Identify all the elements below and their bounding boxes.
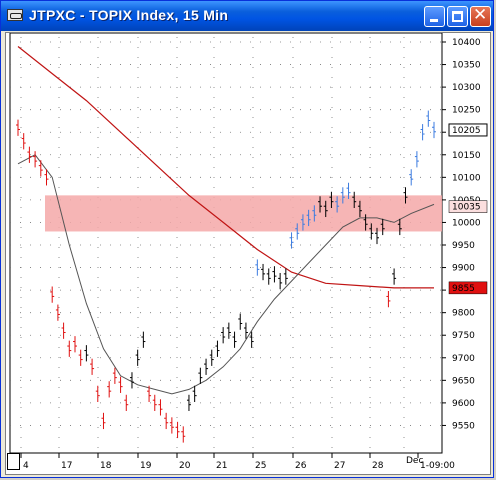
window-title: JTPXC - TOPIX Index, 15 Min (29, 7, 229, 23)
price-label-box (448, 123, 488, 137)
app-chart-icon[interactable] (7, 9, 23, 21)
price-label-box (448, 200, 488, 213)
y-axis-tick-label: 9550 (452, 421, 475, 431)
price-label-box (448, 281, 488, 295)
x-axis-label: 28 (372, 461, 384, 471)
minimize-icon (430, 19, 438, 22)
y-axis-tick-label: 10300 (452, 83, 481, 93)
x-axis-label: 26 (295, 461, 307, 471)
y-axis-tick-label: 10350 (452, 61, 481, 71)
x-axis-label: 1-09:00 (420, 461, 455, 471)
moving-average-long (17, 46, 434, 289)
price-label: 9855 (452, 284, 475, 294)
y-axis-tick-label: 9700 (452, 354, 475, 364)
y-axis-tick-label: 10400 (452, 38, 481, 48)
y-axis-tick-label: 9800 (452, 309, 475, 319)
x-axis-label: 27 (334, 461, 345, 471)
y-axis-tick-label: 9900 (452, 264, 475, 274)
x-axis-label: 21 (216, 461, 227, 471)
x-axis-label: 25 (255, 461, 266, 471)
price-label: 10035 (452, 203, 481, 213)
y-axis-tick-label: 10000 (452, 218, 481, 228)
x-axis-label: 18 (100, 461, 112, 471)
y-axis-tick-label: 9650 (452, 376, 475, 386)
y-axis-tick-label: 9750 (452, 331, 475, 341)
x-axis-label: 20 (179, 461, 191, 471)
resistance-band (45, 195, 442, 232)
chart-area[interactable]: 1040010350103001025010200101501010010050… (5, 32, 491, 475)
title-bar[interactable]: JTPXC - TOPIX Index, 15 Min ✕ (1, 1, 493, 31)
x-axis-label: 4 (23, 461, 29, 471)
y-axis-tick-label: 9950 (452, 241, 475, 251)
close-button[interactable]: ✕ (470, 5, 491, 27)
price-label: 10205 (452, 126, 481, 136)
chart-scroll-handle[interactable] (7, 453, 20, 470)
maximize-button[interactable] (447, 6, 468, 27)
maximize-icon (452, 11, 463, 22)
y-axis-tick-label: 10100 (452, 173, 481, 183)
plot-frame (9, 33, 443, 454)
x-axis-label: Dec (406, 456, 423, 466)
close-icon: ✕ (473, 5, 488, 25)
minimize-button[interactable] (424, 6, 445, 27)
y-axis-tick-label: 10250 (452, 106, 481, 116)
x-axis-label: 17 (61, 461, 72, 471)
x-axis-label: 19 (140, 461, 152, 471)
moving-average-short (17, 154, 435, 395)
price-chart[interactable]: 1040010350103001025010200101501010010050… (6, 33, 490, 474)
y-axis-tick-label: 9600 (452, 399, 475, 409)
y-axis-tick-label: 10150 (452, 151, 481, 161)
